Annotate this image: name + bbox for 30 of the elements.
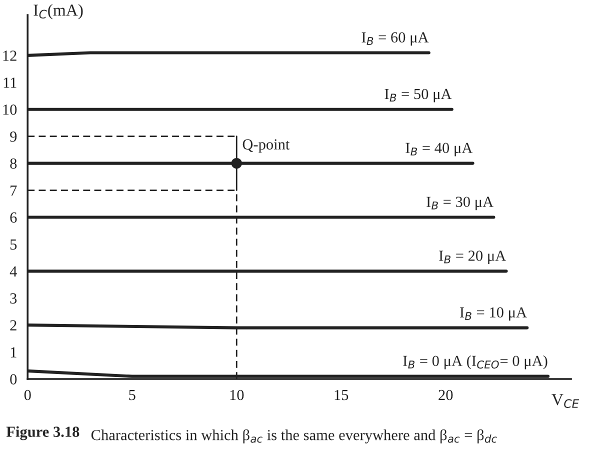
- y-tick-label: 2: [10, 320, 16, 330]
- series-label: I$_{B}$ = 30 μA: [426, 196, 494, 210]
- y-tick-label: 8: [10, 158, 17, 169]
- y-tick-label: 0: [10, 374, 17, 384]
- y-tick-label: 3: [10, 293, 17, 304]
- y-tick-label: 4: [10, 266, 17, 276]
- y-tick-label: 7: [10, 186, 17, 196]
- y-tick-label: 11: [4, 78, 16, 88]
- x-tick-label: 10: [230, 390, 244, 400]
- series-label: I$_{B}$ = 20 μA: [439, 250, 506, 264]
- y-tick-label: 9: [10, 132, 17, 142]
- text: Characteristics in which β$_{ac}$ is the same everywhere and β$_{ac}$ = β$_{dc}$: [91, 429, 497, 444]
- annotation: Q-point: [242, 139, 290, 153]
- y-tick-label: 1: [10, 347, 16, 358]
- series-label: I$_{B}$ = 0 μA (I$_{CEO}$= 0 μA): [403, 355, 548, 370]
- series-label: I$_{B}$ = 60 μA: [362, 32, 429, 46]
- x-axis-title: V$_{CE}$: [552, 394, 580, 408]
- y-tick-label: 6: [10, 212, 17, 223]
- x-tick-label: 15: [334, 390, 348, 400]
- y-tick-label: 10: [3, 104, 17, 115]
- series-label: I$_{B}$ = 10 μA: [460, 307, 527, 321]
- x-tick-label: 5: [129, 390, 136, 400]
- y-tick-label: 5: [10, 239, 17, 250]
- series-label: I$_{B}$ = 40 μA: [406, 142, 473, 156]
- x-tick-label: 0: [24, 390, 31, 400]
- y-axis-title: I$_{C}$(mA): [34, 4, 83, 20]
- y-tick-label: 12: [3, 50, 16, 61]
- x-tick-label: 20: [438, 390, 453, 400]
- series-label: I$_{B}$ = 50 μA: [384, 88, 452, 102]
- caption: Figure 3.18: [6, 426, 80, 440]
